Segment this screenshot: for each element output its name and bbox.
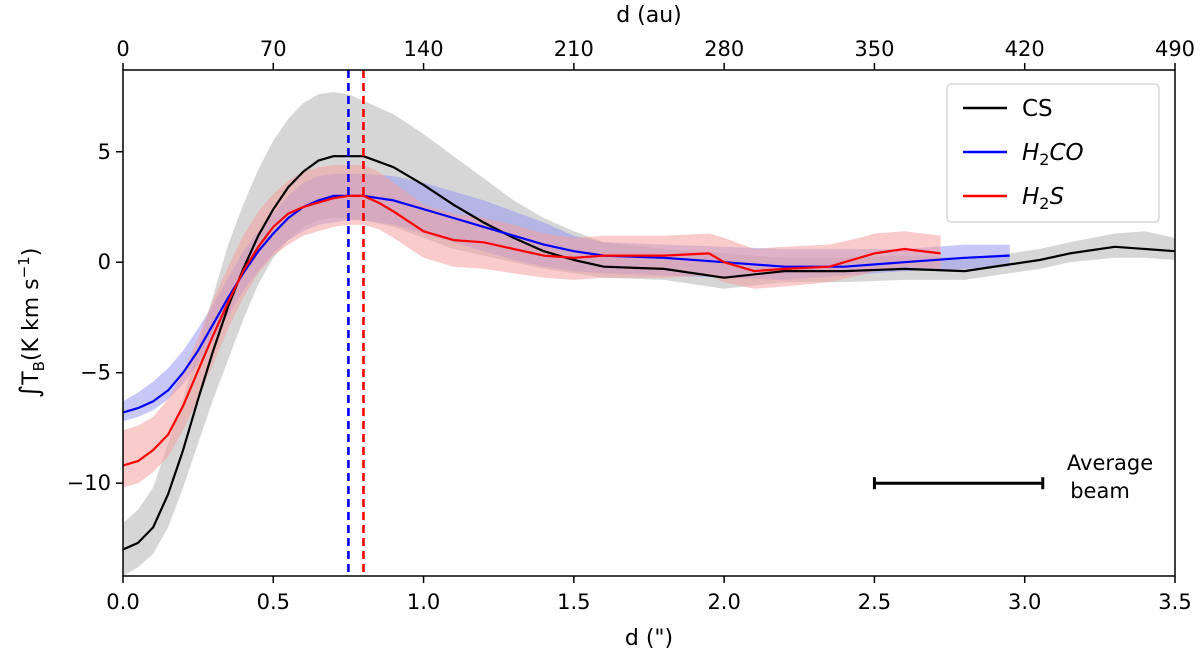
- y-axis-label-rest: (K km s: [19, 278, 44, 361]
- y-tick-label: −5: [80, 361, 111, 385]
- x-tick-label: 1.5: [557, 590, 590, 614]
- legend-box: [946, 83, 1160, 223]
- y-axis-label-t: T: [19, 371, 44, 386]
- x-tick-label: 3.0: [1008, 590, 1041, 614]
- y-axis-label-integral: ∫: [15, 385, 45, 399]
- y-tick-label: 5: [98, 140, 111, 164]
- y-axis-label-close: ): [19, 248, 44, 257]
- top-x-axis-ticks: 0 70 140 210 280 350 420 490: [116, 37, 1195, 70]
- top-x-tick-label: 280: [704, 37, 744, 61]
- plot-frame: [122, 69, 1176, 577]
- band-h2s: [123, 165, 941, 488]
- x-tick-label: 2.5: [858, 590, 891, 614]
- y-axis-label-sup: −1: [15, 256, 33, 278]
- top-x-tick-label: 210: [554, 37, 594, 61]
- peak-markers: [347, 70, 365, 576]
- average-beam-annotation: Average beam: [872, 451, 1153, 503]
- legend-label-cs: CS: [1022, 96, 1053, 122]
- y-axis-ticks: −10 −5 0 5: [67, 140, 123, 495]
- top-x-axis-label: d (au): [616, 3, 682, 28]
- y-axis-label-sub: B: [30, 361, 48, 371]
- top-x-tick-label: 140: [404, 37, 444, 61]
- line-h2s: [123, 194, 941, 467]
- top-x-tick-label: 70: [260, 37, 287, 61]
- top-x-tick-label: 420: [1005, 37, 1045, 61]
- legend: CS H2CO H2S: [946, 83, 1160, 223]
- beam-label-beam: beam: [1070, 479, 1130, 503]
- x-axis-ticks: 0.0 0.5 1.0 1.5 2.0 2.5 3.0 3.5: [106, 576, 1192, 614]
- beam-label-average: Average: [1067, 451, 1153, 475]
- line-cs: [123, 155, 1175, 551]
- legend-label-h2co: H2CO: [1022, 140, 1084, 169]
- series-lines: [123, 155, 1175, 551]
- x-tick-label: 0.5: [257, 590, 290, 614]
- x-tick-label: 0.0: [106, 590, 139, 614]
- uncertainty-bands: [123, 92, 1175, 576]
- x-tick-label: 1.0: [407, 590, 440, 614]
- legend-label-h2s: H2S: [1022, 184, 1064, 213]
- top-x-tick-label: 490: [1155, 37, 1195, 61]
- x-axis-label: d ("): [625, 626, 673, 651]
- top-x-tick-label: 350: [854, 37, 894, 61]
- y-axis-label: ∫TB(K km s−1): [15, 248, 48, 399]
- y-tick-label: −10: [67, 471, 111, 495]
- x-tick-label: 3.5: [1158, 590, 1191, 614]
- x-tick-label: 2.0: [707, 590, 740, 614]
- top-x-tick-label: 0: [116, 37, 129, 61]
- y-tick-label: 0: [98, 250, 111, 274]
